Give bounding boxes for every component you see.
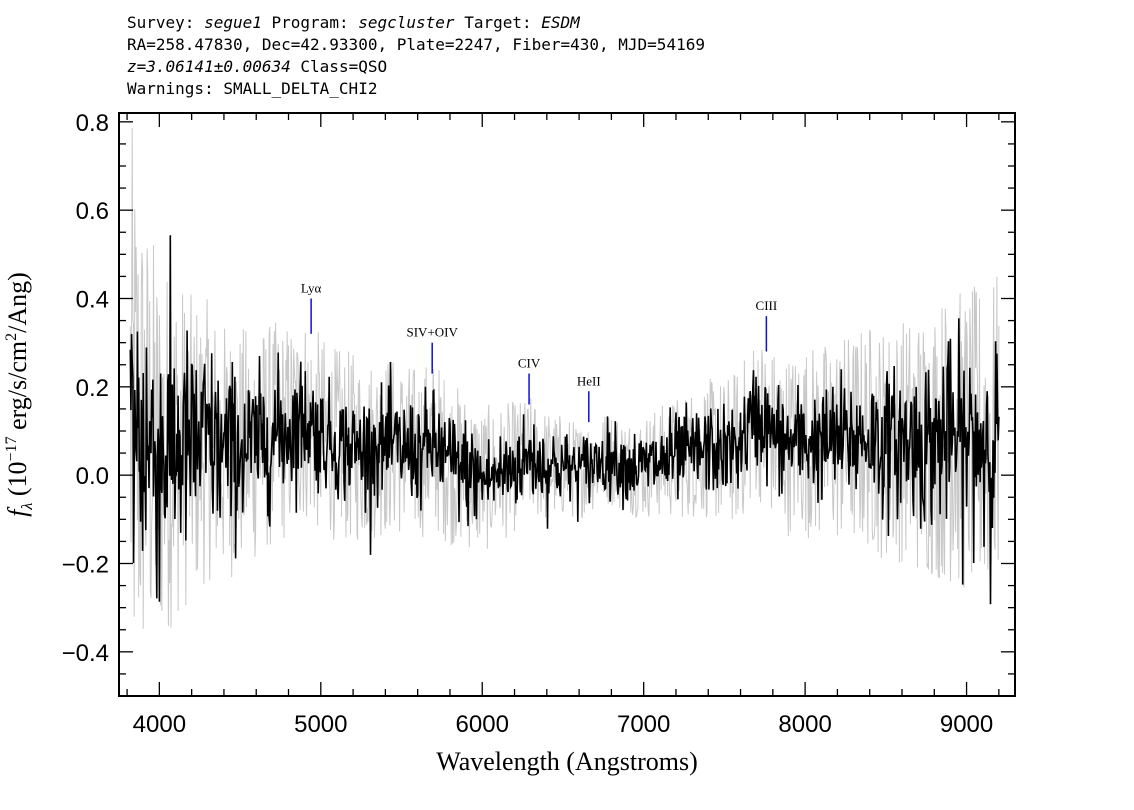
x-tick-label: 5000 <box>294 711 347 738</box>
flux-line <box>129 235 1000 605</box>
emission-line-label: SIV+OIV <box>407 325 459 340</box>
y-tick-label: 0.2 <box>76 375 109 402</box>
y-tick-label: −0.4 <box>62 640 109 667</box>
header-line-3: z=3.06141±0.00634 Class=QSO <box>127 56 705 78</box>
emission-line-label: CIV <box>518 356 541 371</box>
uncertainty-line <box>129 128 1000 629</box>
emission-line-label: HeII <box>577 373 601 388</box>
emission-line-markers: Lyα SIV+OIV CIV HeII CIII <box>301 281 777 423</box>
x-tick-label: 8000 <box>778 711 831 738</box>
x-tick-label: 7000 <box>617 711 670 738</box>
survey-value: segue1 <box>204 13 262 32</box>
axis-ticks <box>119 113 1015 697</box>
y-tick-label: 0.0 <box>76 463 109 490</box>
y-tick-labels: −0.4 −0.2 0.0 0.2 0.4 0.6 0.8 <box>62 110 109 667</box>
header-line-1: Survey: segue1 Program: segcluster Targe… <box>127 12 705 34</box>
y-tick-label: 0.6 <box>76 198 109 225</box>
flux-series <box>129 235 1000 605</box>
y-title-exp2: 2 <box>3 333 20 341</box>
y-title-sub: λ <box>19 503 36 511</box>
y-tick-label: 0.4 <box>76 287 109 314</box>
target-key: Target: <box>464 13 532 32</box>
y-tick-label: 0.8 <box>76 110 109 137</box>
x-tick-label: 9000 <box>940 711 993 738</box>
uncertainty-series <box>129 128 1000 629</box>
survey-key: Survey: <box>127 13 195 32</box>
class-value: Class=QSO <box>300 57 388 76</box>
y-title-rest: erg/s/cm <box>3 341 32 437</box>
program-key: Program: <box>271 13 349 32</box>
x-axis-title: Wavelength (Angstroms) <box>436 747 697 776</box>
header-line-4: Warnings: SMALL_DELTA_CHI2 <box>127 79 378 98</box>
y-title-mid: (10 <box>3 461 32 502</box>
spectrum-header: Survey: segue1 Program: segcluster Targe… <box>127 12 705 100</box>
target-value: ESDM <box>541 13 580 32</box>
x-tick-label: 4000 <box>133 711 186 738</box>
header-line-2: RA=258.47830, Dec=42.93300, Plate=2247, … <box>127 35 705 54</box>
y-axis-title: fλ (10−17 erg/s/cm2/Ang) <box>3 272 36 517</box>
y-tick-label: −0.2 <box>62 552 109 579</box>
emission-line-label: CIII <box>756 298 778 313</box>
y-title-f: f <box>3 506 32 517</box>
y-title-exp: −17 <box>3 436 20 461</box>
x-tick-labels: 4000 5000 6000 7000 8000 9000 <box>133 711 994 738</box>
plot-frame <box>118 112 1016 697</box>
x-tick-label: 6000 <box>456 711 509 738</box>
y-title-tail: /Ang) <box>3 272 32 333</box>
emission-line-label: Lyα <box>301 281 322 296</box>
redshift-value: z=3.06141±0.00634 <box>127 57 291 76</box>
program-value: segcluster <box>358 13 455 32</box>
